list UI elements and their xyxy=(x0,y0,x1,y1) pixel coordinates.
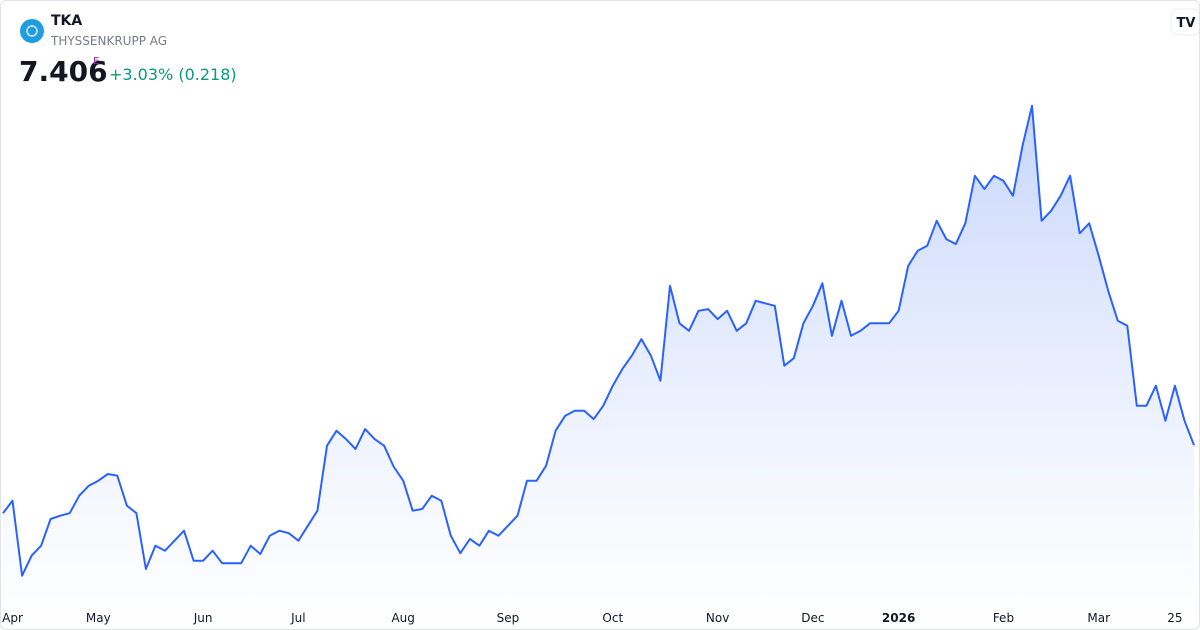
x-tick-label: 2026 xyxy=(882,611,915,625)
x-tick-label: Aug xyxy=(391,611,414,625)
x-tick-label: Apr xyxy=(2,611,23,625)
x-tick-label: Nov xyxy=(706,611,729,625)
symbol: TKA xyxy=(51,13,83,29)
x-tick-label: May xyxy=(86,611,111,625)
area xyxy=(3,105,1194,629)
change: +3.03% (0.218) xyxy=(109,65,237,84)
price: 7.406 xyxy=(19,55,108,88)
x-tick-label: Oct xyxy=(602,611,623,625)
x-tick-label: Mar xyxy=(1087,611,1110,625)
x-tick-label: 25 xyxy=(1167,611,1182,625)
company-name: THYSSENKRUPP AG xyxy=(51,34,168,48)
price-line xyxy=(2,104,1195,577)
x-tick-label: Dec xyxy=(801,611,824,625)
tv-logo-box[interactable] xyxy=(1170,8,1199,36)
badge: E xyxy=(93,56,100,67)
logo-mark xyxy=(26,25,38,37)
tv-logo[interactable]: TV xyxy=(1177,16,1196,31)
logo xyxy=(20,19,44,43)
x-tick-label: Jun xyxy=(193,611,213,625)
x-tick-label: Sep xyxy=(497,611,520,625)
x-tick-label: Feb xyxy=(993,611,1014,625)
x-tick-label: Jul xyxy=(290,611,305,625)
